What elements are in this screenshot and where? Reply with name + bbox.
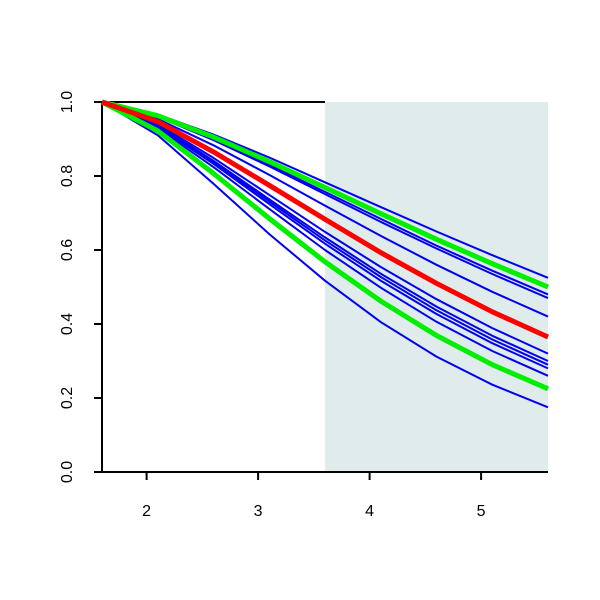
x-tick-label: 5	[477, 503, 486, 520]
series-line	[101, 99, 550, 340]
x-tick-label: 4	[365, 503, 374, 520]
series-line	[101, 101, 549, 409]
y-tick-label: 0.4	[59, 313, 76, 335]
series-line	[101, 101, 549, 377]
series-line	[101, 101, 549, 370]
x-tick-label: 2	[142, 503, 151, 520]
series-line	[101, 99, 549, 290]
series-line	[101, 101, 549, 355]
x-tick-label: 3	[254, 503, 263, 520]
series-line	[101, 101, 549, 318]
y-tick-label: 0.2	[59, 387, 76, 409]
series-line	[100, 99, 549, 392]
y-tick-label: 0.6	[59, 239, 76, 261]
y-tick-label: 1.0	[59, 91, 76, 113]
y-tick-label: 0.8	[59, 165, 76, 187]
y-tick-label: 0.0	[59, 461, 76, 483]
